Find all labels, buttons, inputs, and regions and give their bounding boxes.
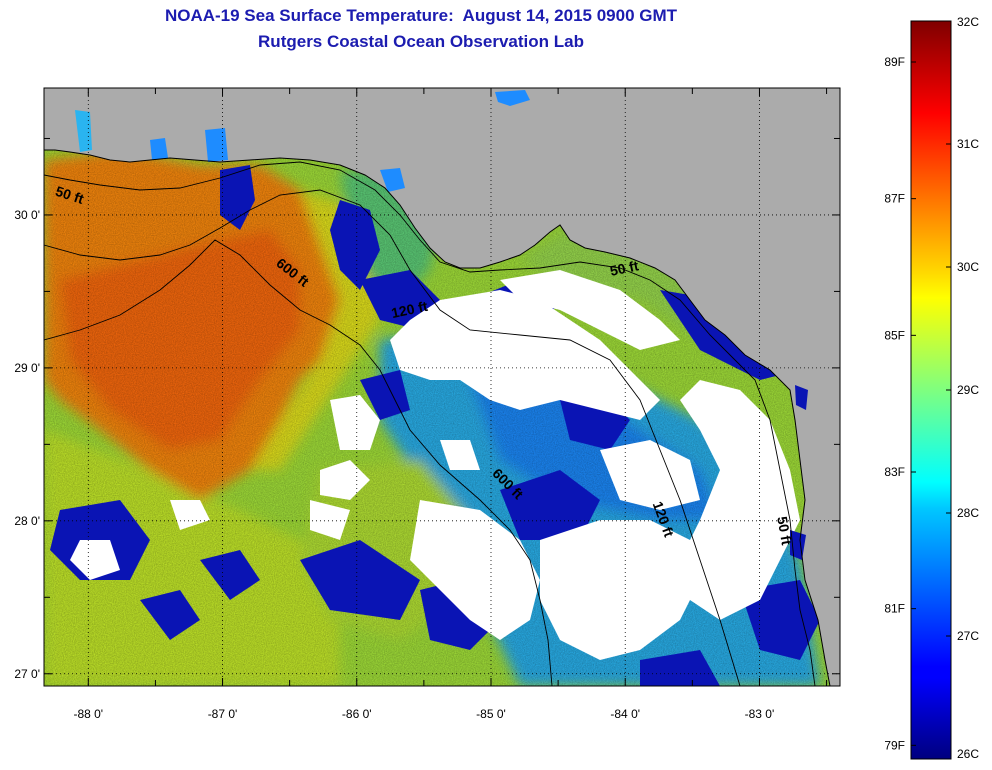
y-tick-label: 30 0' [14,208,40,222]
y-tick-label: 27 0' [14,667,40,681]
map-grid [44,88,840,686]
colorbar-label-f: 83F [884,465,905,479]
colorbar-label-c: 28C [957,506,979,520]
isobaths [44,161,816,686]
x-tick-label: -86 0' [342,707,372,721]
chart-title: NOAA-19 Sea Surface Temperature: August … [164,6,678,25]
y-tick-label: 28 0' [14,514,40,528]
map-frame [43,87,841,687]
x-tick-label: -88 0' [73,707,103,721]
x-tick-label: -84 0' [610,707,640,721]
colorbar-label-f: 81F [884,602,905,616]
isobath-label: 120 ft [390,298,429,321]
chart-subtitle: Rutgers Coastal Ocean Observation Lab [258,32,584,51]
colorbar-label-c: 32C [957,15,979,29]
colorbar-label-f: 87F [884,192,905,206]
colorbar: 32C 31C 30C 29C 28C 27C 26C 89F 87F 85F 83F 81F 79F [884,15,979,761]
colorbar-label-c: 31C [957,137,979,151]
colorbar-label-c: 26C [957,747,979,761]
cloud-mask [70,270,800,660]
isobath-label: 50 ft [608,257,640,279]
x-tick-label: -87 0' [208,707,238,721]
colorbar-label-f: 89F [884,55,905,69]
colorbar-label-c: 27C [957,629,979,643]
colorbar-label-f: 79F [884,738,905,752]
y-tick-label: 29 0' [14,361,40,375]
colorbar-label-f: 85F [884,328,905,342]
colorbar-label-c: 29C [957,383,979,397]
coastline [44,149,831,686]
map-axes: -88 0' -87 0' -86 0' -85 0' -84 0' -83 0' 30 0… [14,88,840,721]
isobath-label: 50 ft [774,515,795,546]
colorbar-gradient [911,21,951,759]
x-tick-label: -85 0' [476,707,506,721]
x-tick-label: -83 0' [745,707,775,721]
colorbar-label-c: 30C [957,260,979,274]
